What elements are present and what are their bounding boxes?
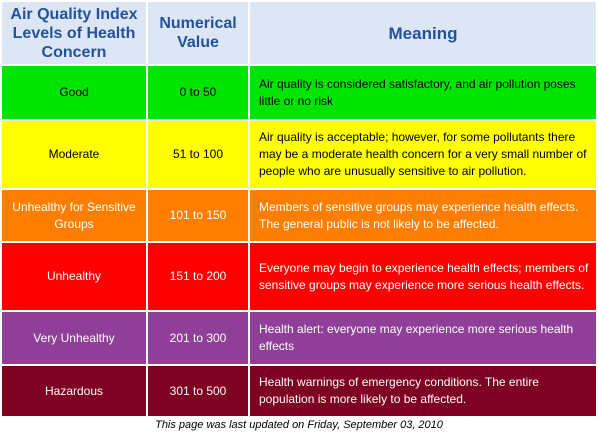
table-row: Good 0 to 50 Air quality is considered s… (2, 66, 596, 119)
table-row: Moderate 51 to 100 Air quality is accept… (2, 121, 596, 188)
table-row: Hazardous 301 to 500 Health warnings of … (2, 366, 596, 416)
aqi-table: Air Quality Index Levels of Health Conce… (2, 2, 596, 416)
header-row: Air Quality Index Levels of Health Conce… (2, 2, 596, 64)
range-cell: 51 to 100 (148, 121, 248, 188)
last-updated-note: This page was last updated on Friday, Se… (155, 419, 443, 431)
level-cell: Hazardous (2, 366, 146, 416)
header-numerical-value: Numerical Value (148, 2, 248, 64)
meaning-cell: Health alert: everyone may experience mo… (250, 312, 596, 364)
range-cell: 151 to 200 (148, 243, 248, 310)
table-row: Unhealthy for Sensitive Groups 101 to 15… (2, 190, 596, 241)
table-row: Unhealthy 151 to 200 Everyone may begin … (2, 243, 596, 310)
meaning-cell: Air quality is acceptable; however, for … (250, 121, 596, 188)
range-cell: 0 to 50 (148, 66, 248, 119)
header-meaning: Meaning (250, 2, 596, 64)
level-cell: Good (2, 66, 146, 119)
table-row: Very Unhealthy 201 to 300 Health alert: … (2, 312, 596, 364)
header-levels: Air Quality Index Levels of Health Conce… (2, 2, 146, 64)
range-cell: 201 to 300 (148, 312, 248, 364)
meaning-cell: Health warnings of emergency conditions.… (250, 366, 596, 416)
level-cell: Unhealthy for Sensitive Groups (2, 190, 146, 241)
meaning-cell: Everyone may begin to experience health … (250, 243, 596, 310)
meaning-cell: Members of sensitive groups may experien… (250, 190, 596, 241)
level-cell: Moderate (2, 121, 146, 188)
level-cell: Very Unhealthy (2, 312, 146, 364)
range-cell: 101 to 150 (148, 190, 248, 241)
range-cell: 301 to 500 (148, 366, 248, 416)
level-cell: Unhealthy (2, 243, 146, 310)
meaning-cell: Air quality is considered satisfactory, … (250, 66, 596, 119)
